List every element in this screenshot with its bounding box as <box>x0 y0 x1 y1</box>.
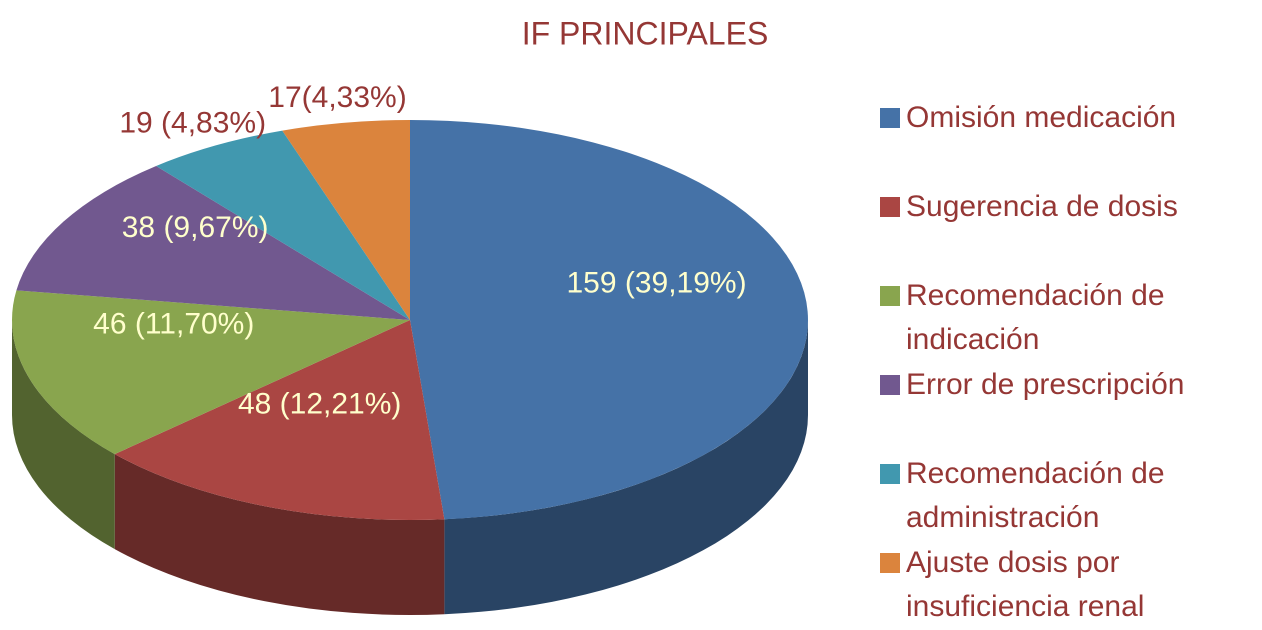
slice <box>11 290 410 455</box>
legend-entry: Omisión medicación <box>880 96 1252 185</box>
legend-entry: Sugerencia de dosis <box>880 185 1252 274</box>
legend-entry: Ajuste dosis por insuficiencia renal <box>880 541 1252 630</box>
legend-swatch <box>880 197 900 217</box>
legend-swatch <box>880 108 900 128</box>
legend-label: Sugerencia de dosis <box>906 190 1178 223</box>
legend-label: Recomendación de administración <box>906 457 1165 534</box>
legend: Omisión medicación Sugerencia de dosis Rec… <box>880 96 1252 630</box>
legend-swatch <box>880 286 900 306</box>
data-label: 17(4,33%) <box>268 81 406 114</box>
chart: IF PRINCIPALES 159 (39,19%) 48 (12,21%) 46… <box>11 15 808 615</box>
slice-side <box>114 454 445 615</box>
slice <box>156 130 410 320</box>
data-label: 48 (12,21%) <box>238 387 401 420</box>
legend-entry: Recomendación de indicación <box>880 274 1252 363</box>
legend-label: Ajuste dosis por insuficiencia renal <box>906 546 1145 623</box>
legend-entry: Recomendación de administración <box>880 452 1252 541</box>
chart-title: IF PRINCIPALES <box>522 15 769 51</box>
legend-swatch <box>880 375 900 395</box>
slice <box>282 120 410 320</box>
legend-entry: Error de prescripción <box>880 363 1252 452</box>
legend-label: Error de prescripción <box>906 368 1185 401</box>
data-label: 46 (11,70%) <box>93 308 254 341</box>
slice <box>410 120 808 520</box>
data-label: 38 (9,67%) <box>122 211 269 244</box>
legend-swatch <box>880 553 900 573</box>
legend-label: Omisión medicación <box>906 101 1177 134</box>
data-label: 19 (4,83%) <box>119 106 266 139</box>
legend-label: Recomendación de indicación <box>906 279 1165 356</box>
legend-swatch <box>880 464 900 484</box>
slice-side <box>12 320 115 550</box>
slice <box>16 165 410 320</box>
slice-side <box>444 320 808 615</box>
slice <box>114 320 445 520</box>
data-label: 159 (39,19%) <box>566 267 746 300</box>
